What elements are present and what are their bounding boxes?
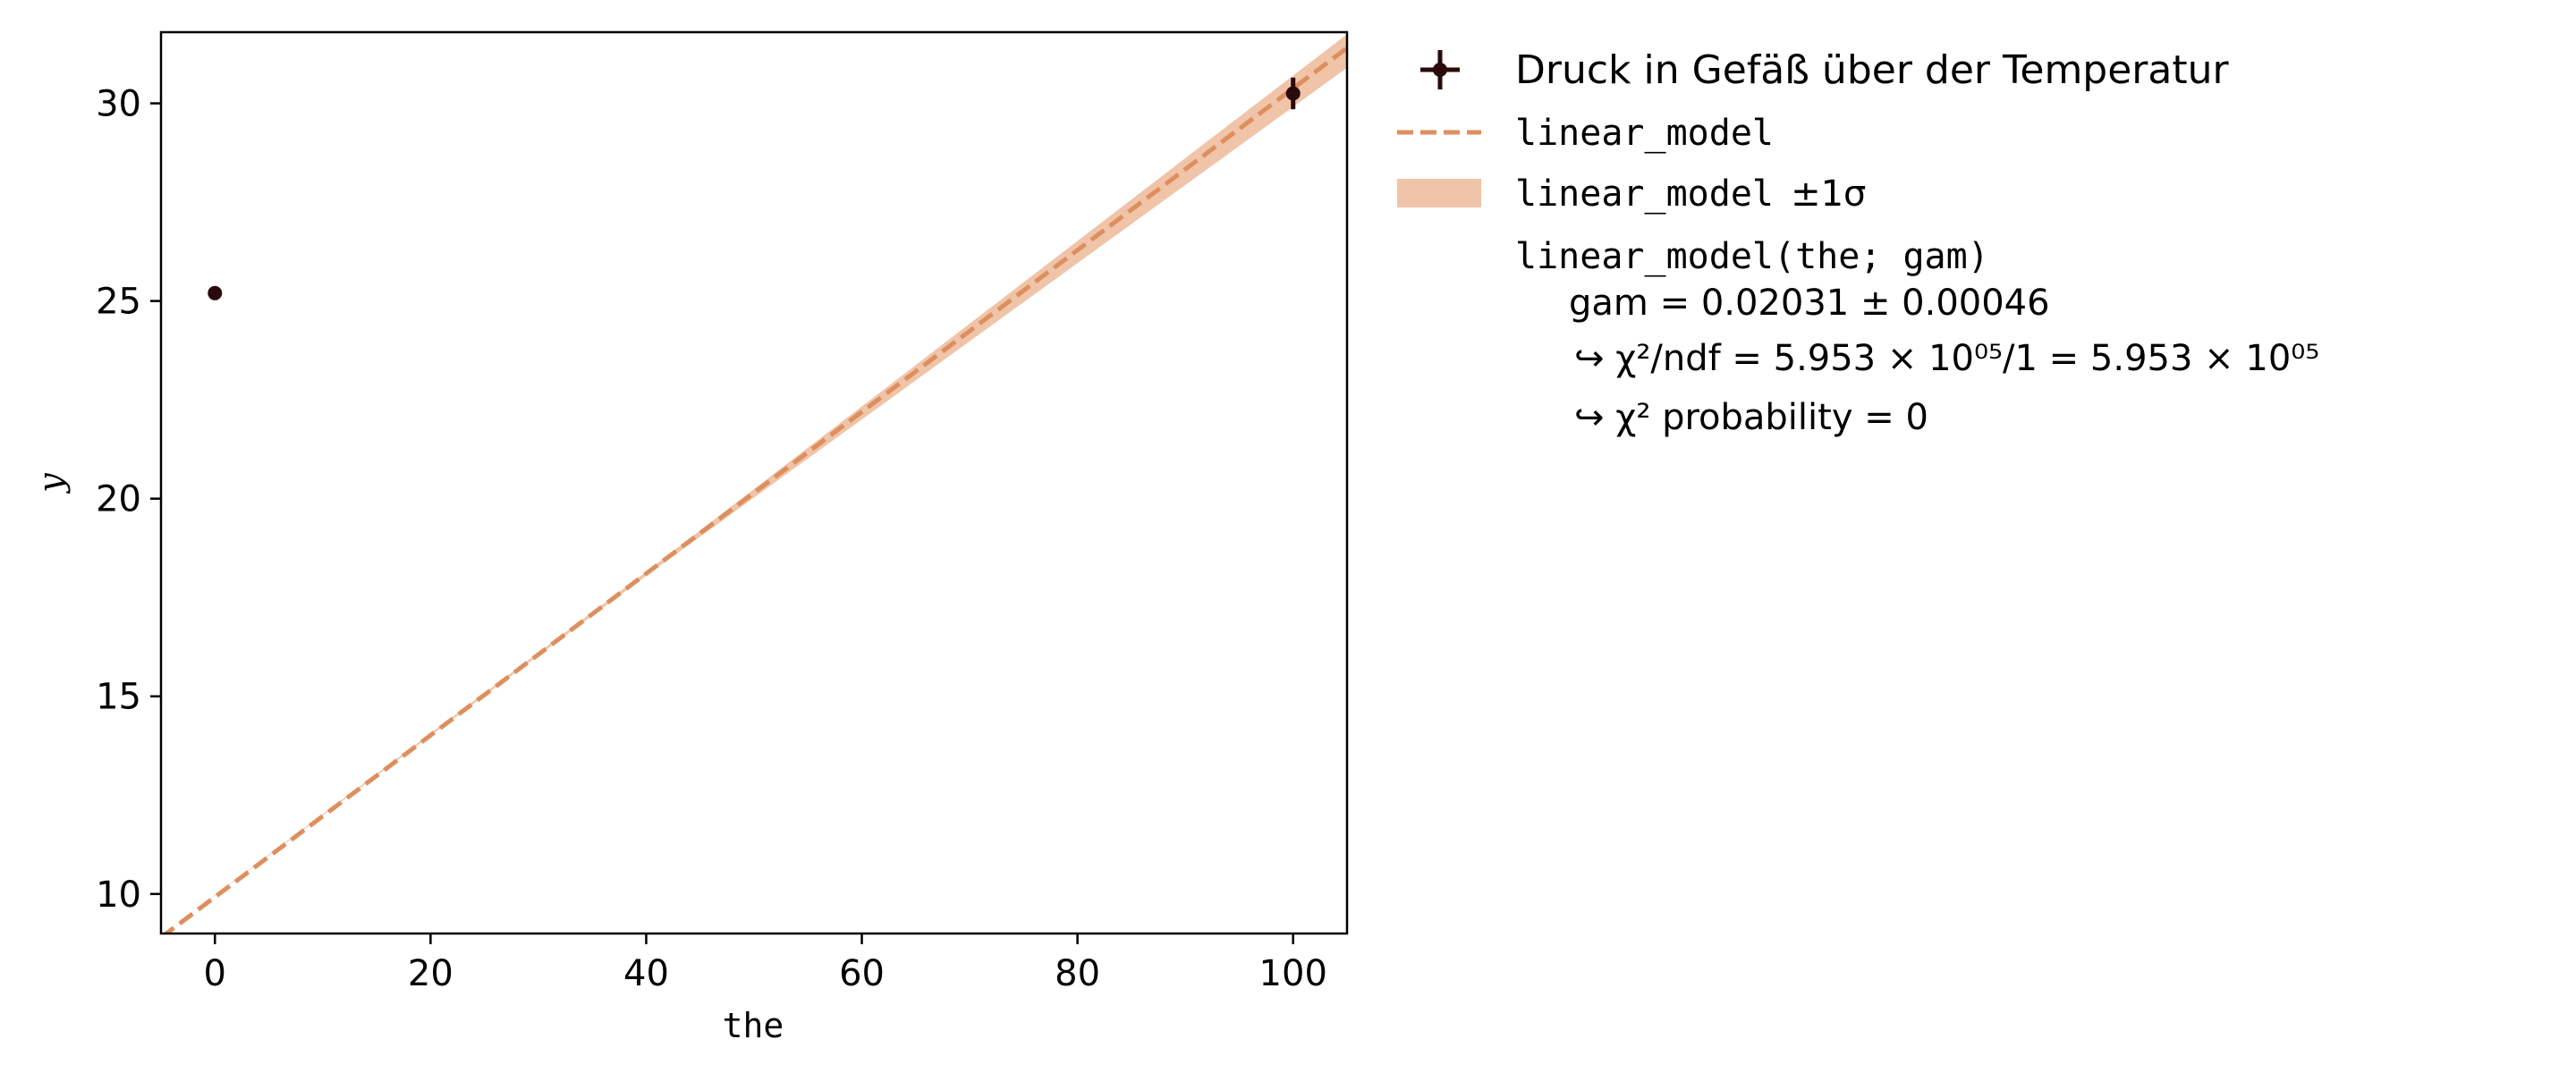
legend-data-label: Druck in Gefäß über der Temperatur [1515, 47, 2229, 93]
y-tick-label: 25 [96, 282, 141, 323]
legend-model-band-suffix: ±1σ [1791, 173, 1866, 215]
x-tick-label: 60 [839, 953, 885, 994]
y-axis-label: y [31, 473, 71, 494]
y-axis-ticks: 10 15 20 25 30 [96, 84, 161, 916]
legend: Druck in Gefäß über der Temperatur linea… [1397, 47, 2319, 438]
legend-entry-model-band: linear_model ±1σ [1397, 173, 1866, 215]
plot-border [159, 30, 1349, 935]
legend-model-band-swatch [1397, 179, 1481, 207]
data-points-layer [208, 77, 1301, 300]
legend-data-marker [1433, 63, 1447, 77]
data-point-marker [1285, 86, 1301, 101]
fit-parameter: gam = 0.02031 ± 0.00046 [1569, 283, 2050, 324]
fit-chi2-probability: ↪ χ² probability = 0 [1574, 397, 1928, 438]
x-tick-label: 20 [408, 953, 453, 994]
model-line-layer [162, 46, 1347, 934]
y-tick-label: 20 [96, 479, 141, 520]
x-tick-label: 80 [1055, 953, 1100, 994]
data-point-marker [208, 285, 223, 300]
y-tick-label: 30 [96, 84, 141, 125]
x-tick-label: 100 [1259, 953, 1327, 994]
x-axis-ticks: 0 20 40 60 80 100 [204, 934, 1327, 994]
y-tick-label: 15 [96, 677, 141, 718]
x-axis-label: the [723, 1006, 784, 1045]
y-tick-label: 10 [96, 874, 141, 916]
plot-frame [161, 32, 1347, 934]
plot-area [159, 30, 1349, 935]
legend-entry-model-line: linear_model [1397, 113, 1774, 154]
legend-model-band-label: linear_model ±1σ [1515, 173, 1866, 215]
x-tick-label: 40 [623, 953, 669, 994]
data-point [1285, 77, 1301, 110]
fit-model-signature: linear_model(the; gam) [1515, 236, 1989, 277]
x-tick-label: 0 [204, 953, 226, 994]
legend-model-line-label: linear_model [1515, 113, 1774, 154]
model-line [162, 46, 1347, 934]
legend-model-band-name: linear_model [1515, 173, 1774, 215]
legend-entry-data: Druck in Gefäß über der Temperatur [1420, 47, 2229, 93]
fit-chi2-ndf: ↪ χ²/ndf = 5.953 × 10⁰⁵/1 = 5.953 × 10⁰⁵ [1574, 338, 2319, 379]
data-point [208, 285, 223, 300]
